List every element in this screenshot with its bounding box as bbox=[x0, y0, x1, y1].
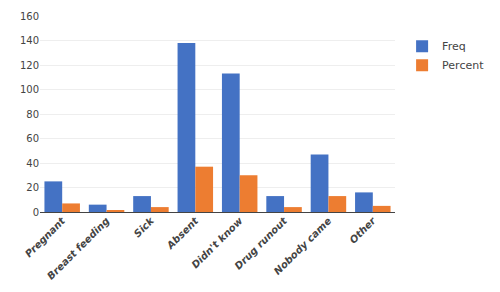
svg-text:Nobody came: Nobody came bbox=[272, 215, 334, 277]
svg-text:Pregnant: Pregnant bbox=[23, 214, 68, 259]
svg-text:160: 160 bbox=[20, 11, 39, 22]
svg-text:40: 40 bbox=[26, 158, 39, 169]
svg-text:100: 100 bbox=[20, 84, 39, 95]
svg-text:Drug runout: Drug runout bbox=[232, 214, 289, 271]
svg-text:Percent: Percent bbox=[442, 59, 484, 72]
svg-text:Didn't know: Didn't know bbox=[189, 215, 245, 271]
svg-text:Breast feeding: Breast feeding bbox=[45, 215, 112, 282]
svg-text:0: 0 bbox=[33, 207, 39, 218]
svg-text:Freq: Freq bbox=[442, 40, 466, 53]
svg-text:80: 80 bbox=[26, 109, 39, 120]
svg-text:140: 140 bbox=[20, 35, 39, 46]
svg-text:20: 20 bbox=[26, 182, 39, 193]
svg-text:Absent: Absent bbox=[164, 214, 201, 251]
svg-text:Sick: Sick bbox=[132, 214, 157, 239]
svg-text:60: 60 bbox=[26, 133, 39, 144]
svg-text:120: 120 bbox=[20, 60, 39, 71]
svg-text:Other: Other bbox=[347, 214, 378, 245]
